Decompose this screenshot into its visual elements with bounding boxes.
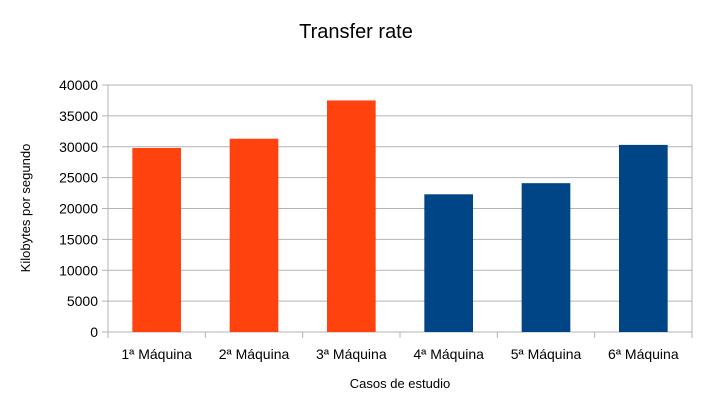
- y-axis-ticks: 0 5000 10000 15000 20000 25000 30000 35000 40000: [59, 77, 108, 340]
- y-tick-label: 20000: [59, 201, 98, 217]
- y-tick-label: 5000: [67, 293, 98, 309]
- bar: [424, 194, 473, 332]
- gridlines: [108, 115, 692, 302]
- x-tick-label: 5ª Máquina: [511, 346, 582, 362]
- y-tick-label: 15000: [59, 231, 98, 247]
- x-axis-ticks: 1ª Máquina 2ª Máquina 3ª Máquina 4ª Máquina…: [107, 332, 693, 362]
- bar: [327, 100, 376, 332]
- x-axis-label: Casos de estudio: [350, 376, 450, 391]
- y-tick-label: 40000: [59, 77, 98, 93]
- x-tick-label: 1ª Máquina: [121, 346, 192, 362]
- bar: [619, 144, 668, 332]
- y-tick-label: 30000: [59, 139, 98, 155]
- y-tick-label: 10000: [59, 262, 98, 278]
- y-axis-label: Kilobytes por segundo: [18, 144, 33, 273]
- x-tick-label: 2ª Máquina: [219, 346, 290, 362]
- bars: [132, 100, 668, 332]
- y-tick-label: 35000: [59, 108, 98, 124]
- chart-title: Transfer rate: [299, 21, 413, 43]
- x-tick-label: 3ª Máquina: [316, 346, 387, 362]
- bar: [132, 147, 181, 332]
- bar: [229, 138, 279, 332]
- x-tick-label: 6ª Máquina: [608, 346, 679, 362]
- x-tick-label: 4ª Máquina: [413, 346, 484, 362]
- y-tick-label: 0: [90, 324, 98, 340]
- y-tick-label: 25000: [59, 170, 98, 186]
- bar: [521, 183, 571, 332]
